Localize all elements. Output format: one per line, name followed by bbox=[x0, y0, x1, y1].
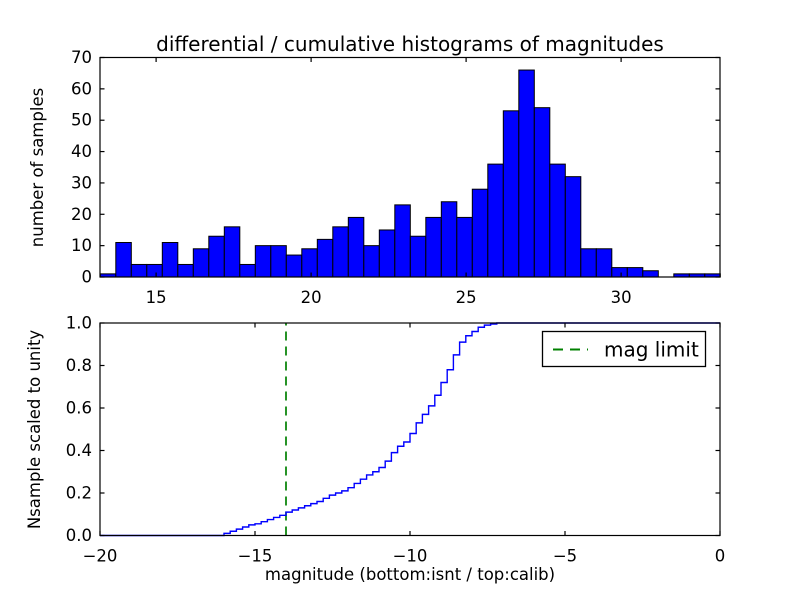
histogram-bar bbox=[130, 263, 148, 278]
x-tick-label: 20 bbox=[301, 288, 322, 307]
histogram-bar bbox=[239, 263, 256, 278]
histogram-bar bbox=[518, 69, 535, 278]
bottom-x-axis-label: magnitude (bottom:isnt / top:calib) bbox=[265, 565, 555, 584]
histogram-bar bbox=[487, 163, 504, 278]
x-tick-label: −15 bbox=[238, 547, 273, 566]
y-tick-label: 0.8 bbox=[66, 356, 92, 375]
histogram-bar bbox=[440, 201, 458, 278]
histogram-bar bbox=[642, 270, 659, 278]
histogram-bar bbox=[595, 248, 613, 278]
x-tick-label: 25 bbox=[456, 288, 477, 307]
y-tick-label: 40 bbox=[71, 142, 92, 161]
histogram-bar bbox=[301, 248, 318, 278]
histogram-bar bbox=[409, 235, 427, 278]
legend-box bbox=[541, 330, 707, 368]
y-tick-label: 0.4 bbox=[66, 441, 92, 460]
histogram-bar bbox=[533, 107, 551, 278]
histogram-bar bbox=[285, 254, 303, 278]
bottom-y-axis-label: Nsample scaled to unity bbox=[25, 330, 44, 530]
histogram-bar bbox=[332, 226, 349, 278]
histogram-bar bbox=[502, 110, 520, 278]
histogram-bar bbox=[626, 267, 644, 278]
y-tick-label: 60 bbox=[71, 79, 92, 98]
histogram-bar bbox=[192, 248, 210, 278]
y-tick-label: 0.6 bbox=[66, 399, 92, 418]
histogram-bar bbox=[456, 216, 473, 278]
legend-label: mag limit bbox=[604, 338, 699, 362]
histogram-bar bbox=[549, 163, 566, 278]
x-tick-label: 30 bbox=[611, 288, 632, 307]
y-tick-label: 10 bbox=[71, 236, 92, 255]
bottom-cumulative-axes: −20 −15 −10 −5 0 0.0 0.2 0.4 0.6 0.8 1.0 bbox=[66, 314, 726, 566]
legend: mag limit bbox=[541, 330, 707, 368]
y-tick-label: 50 bbox=[71, 111, 92, 130]
y-tick-label: 30 bbox=[71, 173, 92, 192]
histogram-bar bbox=[316, 238, 334, 278]
histogram-bar bbox=[115, 242, 132, 278]
x-tick-label: −5 bbox=[553, 547, 577, 566]
x-tick-label: −10 bbox=[393, 547, 428, 566]
x-tick-label: −20 bbox=[83, 547, 118, 566]
y-tick-label: 0.2 bbox=[66, 484, 92, 503]
histogram-bar bbox=[425, 216, 442, 278]
cumulative-step-line bbox=[100, 322, 720, 537]
histogram-bar bbox=[254, 245, 272, 278]
histogram-bar bbox=[580, 248, 597, 278]
histogram-bar bbox=[177, 263, 194, 278]
y-tick-label: 1.0 bbox=[66, 314, 92, 333]
histogram-bar bbox=[270, 245, 287, 278]
y-tick-label: 70 bbox=[71, 48, 92, 67]
top-histogram-axes: 15 20 25 30 0 10 20 30 40 50 60 70 bbox=[71, 48, 721, 307]
y-tick-label: 20 bbox=[71, 205, 92, 224]
histogram-bar bbox=[161, 242, 179, 278]
histogram-bar bbox=[564, 176, 582, 278]
histogram-bar bbox=[146, 263, 163, 278]
histogram-bar bbox=[347, 216, 365, 278]
histogram-bar bbox=[378, 229, 396, 278]
y-tick-label: 0.0 bbox=[66, 526, 92, 545]
top-y-axis-label: number of samples bbox=[28, 88, 47, 247]
chart-title: differential / cumulative histograms of … bbox=[156, 32, 664, 56]
histogram-bar bbox=[363, 245, 380, 278]
y-tick-label: 0 bbox=[82, 268, 93, 287]
histogram-bar bbox=[223, 226, 241, 278]
x-tick-label: 15 bbox=[146, 288, 167, 307]
histogram-bar bbox=[394, 204, 411, 278]
axes-spine bbox=[99, 56, 721, 278]
x-tick-label: 0 bbox=[715, 547, 726, 566]
axes-spine bbox=[99, 322, 721, 537]
histogram-bar bbox=[471, 188, 489, 278]
histogram-bar bbox=[611, 267, 628, 278]
histogram-bar bbox=[208, 235, 225, 278]
